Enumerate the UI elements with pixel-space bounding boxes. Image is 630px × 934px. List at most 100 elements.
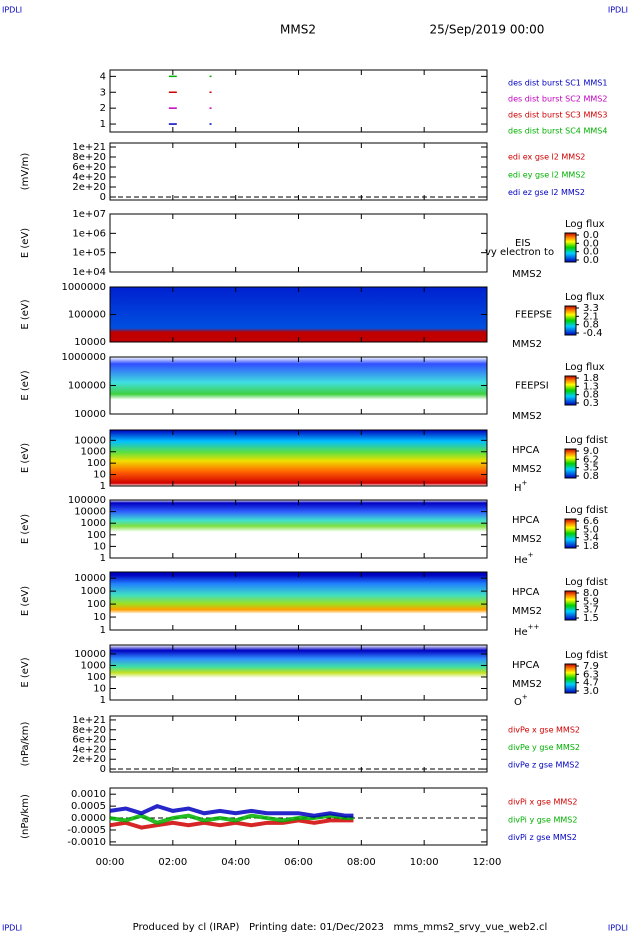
- legend-entry: des dist burst SC1 MMS1: [508, 79, 607, 88]
- date: 25/Sep/2019 00:00: [430, 23, 545, 37]
- y-tick-label: -0.0005: [67, 825, 106, 836]
- y-tick-label: 1: [100, 553, 106, 564]
- y-tick-label: 2e+20: [72, 182, 106, 193]
- y-tick-label: 100000: [68, 310, 106, 321]
- colorbar: [564, 663, 577, 694]
- y-tick-label: 2e+20: [72, 754, 106, 765]
- colorbar-title: Log fdist: [565, 505, 608, 516]
- corner-label: IPDLI: [608, 924, 628, 933]
- colorbar-title: Log flux: [565, 292, 605, 303]
- y-tick-label: 100: [87, 599, 106, 610]
- colorbar-tick-label: 1.8: [583, 373, 599, 384]
- spectrogram-image: [110, 572, 487, 630]
- colorbar-tick-label: 6.6: [583, 516, 599, 527]
- colorbar: [564, 232, 577, 263]
- colorbar-tick-label: 0.3: [583, 398, 599, 409]
- instrument-label: HPCA: [512, 515, 540, 526]
- y-axis-label: E (eV): [20, 299, 31, 329]
- y-tick-label: 1e+05: [72, 248, 106, 259]
- legend-entry: divPi x gse MMS2: [508, 798, 577, 807]
- y-tick-label: 1e+21: [72, 142, 106, 153]
- colorbar-tick-label: 0.0: [583, 255, 599, 266]
- y-tick-label: 100: [87, 672, 106, 683]
- colorbar-tick-label: 3.0: [583, 686, 599, 697]
- panel-frame: [109, 213, 488, 273]
- y-tick-label: 3: [100, 87, 106, 98]
- instrument-label: FEEPSI: [515, 381, 549, 392]
- y-tick-label: 10000: [74, 649, 106, 660]
- y-tick-label: 0.0010: [71, 789, 106, 800]
- colorbar-tick-label: 1.8: [583, 541, 599, 552]
- species-charge: +: [522, 693, 528, 701]
- colorbar-tick-label: 0.8: [583, 320, 599, 331]
- colorbar-title: Log fdist: [565, 650, 608, 661]
- y-tick-label: 6e+20: [72, 162, 106, 173]
- legend-entry: divPe z gse MMS2: [508, 761, 579, 770]
- y-tick-label: 10: [93, 683, 106, 694]
- colorbar-tick-label: 0.8: [583, 390, 599, 401]
- y-tick-label: -0.0010: [67, 837, 106, 848]
- spacecraft-label: MMS2: [512, 606, 542, 617]
- y-tick-label: 1: [100, 625, 106, 636]
- colorbar: [564, 590, 577, 621]
- colorbar-tick-label: 5.9: [583, 596, 599, 607]
- y-axis-label: (nPa/km): [20, 722, 31, 767]
- panel-frame: [109, 715, 488, 773]
- colorbar-tick-label: 3.4: [583, 533, 599, 544]
- legend-entry: divPe y gse MMS2: [508, 743, 580, 752]
- colorbar: [564, 448, 577, 479]
- y-tick-label: 0.0000: [71, 813, 106, 824]
- instrument-label: HPCA: [512, 660, 540, 671]
- spacecraft-label: MMS2: [512, 411, 542, 422]
- x-tick-label: 04:00: [221, 857, 250, 868]
- y-tick-label: 1000000: [61, 282, 106, 293]
- species-base: He: [514, 627, 528, 638]
- y-tick-label: 4e+20: [72, 172, 106, 183]
- legend-entry: divPi z gse MMS2: [508, 833, 577, 842]
- colorbar-tick-label: 3.3: [583, 303, 599, 314]
- colorbar: [564, 375, 577, 406]
- panel-frame: [109, 142, 488, 201]
- species-base: H: [514, 483, 522, 494]
- y-tick-label: 1e+04: [72, 267, 106, 278]
- y-axis-label: E (eV): [20, 514, 31, 544]
- species-base: He: [514, 555, 528, 566]
- y-tick-label: 1000: [81, 586, 106, 597]
- instrument-label: FEEPSE: [515, 310, 552, 321]
- y-tick-label: 4: [100, 71, 106, 82]
- y-tick-label: 1e+06: [72, 228, 106, 239]
- colorbar-title: Log flux: [565, 219, 605, 230]
- colorbar-tick-label: 0.8: [583, 471, 599, 482]
- colorbar-tick-label: 3.5: [583, 463, 599, 474]
- y-tick-label: 0.0005: [71, 801, 106, 812]
- y-tick-label: 4e+20: [72, 744, 106, 755]
- legend-entry: divPe x gse MMS2: [508, 726, 580, 735]
- colorbar-tick-label: 0.0: [583, 247, 599, 258]
- colorbar: [564, 518, 577, 549]
- x-tick-label: 02:00: [158, 857, 187, 868]
- y-tick-label: 1000: [81, 660, 106, 671]
- y-tick-label: 1e+07: [72, 209, 106, 220]
- species-charge: ++: [528, 623, 540, 631]
- colorbar-tick-label: 0.0: [583, 238, 599, 249]
- y-axis-label: (mV/m): [20, 153, 31, 191]
- species-label: H+: [514, 479, 528, 494]
- y-tick-label: 100000: [68, 495, 106, 506]
- spacecraft-label: MMS2: [512, 339, 542, 350]
- spacecraft-label: MMS2: [512, 464, 542, 475]
- panel-frame: [109, 69, 488, 133]
- colorbar-tick-label: 1.5: [583, 613, 599, 624]
- colorbar-title: Log flux: [565, 362, 605, 373]
- species-charge: +: [522, 479, 528, 487]
- colorbar-tick-label: -0.4: [583, 328, 603, 339]
- y-tick-label: 1: [100, 481, 106, 492]
- instrument-label: HPCA: [512, 587, 540, 598]
- spectrogram-image: [110, 287, 487, 342]
- series-line: [109, 818, 354, 830]
- y-tick-label: 10: [93, 612, 106, 623]
- y-tick-label: 0: [100, 192, 106, 203]
- species-label: He+: [514, 551, 534, 566]
- y-tick-label: 0: [100, 764, 106, 775]
- legend-entry: edi ey gse l2 MMS2: [508, 170, 586, 179]
